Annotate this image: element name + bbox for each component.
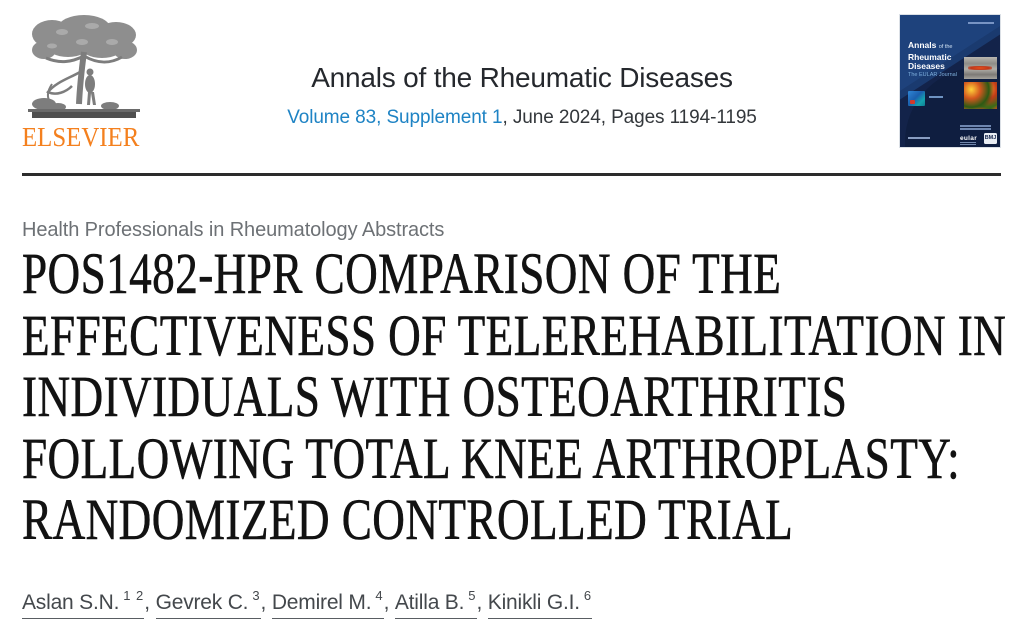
- bmj-logo: BMJ: [984, 133, 997, 144]
- mini-thumbnail-accent: [910, 100, 915, 104]
- author-list: Aslan S.N. 1 2, Gevrek C. 3, Demirel M. 4, …: [22, 588, 593, 619]
- cover-url-placeholder: [908, 137, 930, 139]
- author-affiliation-sup: 5: [468, 588, 477, 603]
- author-affiliation-sup: 4: [375, 588, 384, 603]
- journal-title-link[interactable]: Annals of the Rheumatic Diseases: [311, 62, 733, 93]
- elsevier-tree-icon: [22, 12, 146, 122]
- header-divider: [22, 173, 1001, 176]
- author-separator: ,: [383, 591, 395, 614]
- article-title-line: RANDOMIZED CONTROLLED TRIAL: [22, 487, 794, 552]
- author-separator: ,: [144, 591, 156, 614]
- ultrasound-doppler-streak: [968, 66, 992, 70]
- issue-date-pages: , June 2024, Pages 1194-1195: [502, 107, 757, 128]
- author-affiliation-sup: 3: [252, 588, 261, 603]
- eular-logo: eular: [960, 135, 978, 142]
- journal-banner: Annals of the Rheumatic Diseases Volume …: [150, 62, 894, 129]
- author-separator: ,: [476, 591, 488, 614]
- cover-issue-info-placeholder: [968, 22, 994, 24]
- cover-mini-caption-placeholder: [929, 96, 943, 98]
- author-link[interactable]: Atilla B. 5: [394, 588, 477, 619]
- author-link[interactable]: Gevrek C. 3: [155, 588, 261, 619]
- article-title: POS1482-HPR COMPARISON OF THE EFFECTIVEN…: [22, 243, 1020, 551]
- author-link[interactable]: Demirel M. 4: [271, 588, 384, 619]
- cover-ultrasound-image: [964, 57, 997, 79]
- elsevier-logo[interactable]: ELSEVIER: [22, 10, 146, 152]
- article-title-line: FOLLOWING TOTAL KNEE ARTHROPLASTY:: [22, 425, 961, 491]
- volume-supplement-link[interactable]: Volume 83, Supplement 1: [287, 107, 503, 128]
- author-affiliation-sup: 6: [583, 588, 593, 603]
- cover-footer-text-placeholder: [960, 125, 991, 132]
- author-link[interactable]: Aslan S.N. 1 2: [22, 588, 145, 619]
- author-affiliation-sup: 1 2: [123, 588, 145, 603]
- eular-logo-subtext-placeholder: [960, 142, 976, 145]
- section-label: Health Professionals in Rheumatology Abs…: [22, 219, 445, 241]
- elsevier-wordmark: ELSEVIER: [22, 122, 140, 152]
- journal-cover-thumbnail[interactable]: Annals of the Rheumatic Diseases The EUL…: [900, 15, 1000, 147]
- volume-issue-line: Volume 83, Supplement 1, June 2024, Page…: [150, 107, 894, 129]
- article-title-line: INDIVIDUALS WITH OSTEOARTHRITIS: [22, 364, 848, 429]
- author-separator: ,: [260, 591, 272, 614]
- article-title-line: EFFECTIVENESS OF TELEREHABILITATION IN: [22, 302, 1007, 368]
- cover-heatmap-image: [964, 82, 997, 109]
- cover-journal-title: Annals of the Rheumatic Diseases: [908, 40, 953, 71]
- author-link[interactable]: Kinikli G.I. 6: [487, 588, 593, 619]
- article-title-line: POS1482-HPR COMPARISON OF THE: [22, 241, 782, 306]
- cover-mini-thumbnail: [908, 91, 925, 106]
- cover-subtitle: The EULAR Journal: [908, 72, 957, 78]
